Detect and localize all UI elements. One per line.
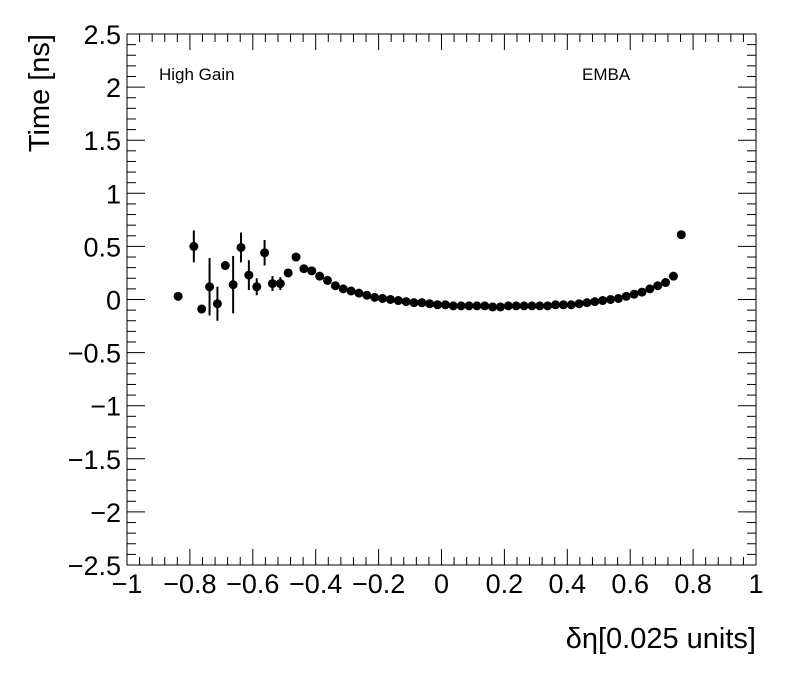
y-tick-label: 0 <box>106 286 121 316</box>
x-tick-label: 0.8 <box>674 569 712 599</box>
annotation-emba: EMBA <box>582 65 631 84</box>
data-point <box>645 284 655 294</box>
x-tick-label: −1 <box>112 569 143 599</box>
data-point <box>519 301 529 311</box>
data-point <box>173 291 183 301</box>
data-point <box>495 302 505 312</box>
points-layer <box>173 230 686 321</box>
data-point <box>598 296 608 306</box>
data-point <box>283 268 293 278</box>
y-tick-label: −2 <box>90 498 121 528</box>
data-point <box>315 271 325 281</box>
y-axis-title: Time [ns] <box>24 34 56 152</box>
data-point <box>535 301 545 311</box>
y-tick-label: 1.5 <box>83 126 121 156</box>
data-point <box>590 297 600 307</box>
data-point <box>220 261 230 271</box>
y-tick-label: −0.5 <box>68 339 121 369</box>
x-tick-label: 0.2 <box>486 569 524 599</box>
y-tick-label: −1.5 <box>68 445 121 475</box>
data-point <box>401 297 411 307</box>
data-point <box>338 284 348 294</box>
ticks-layer <box>126 33 757 566</box>
x-tick-label: 0.6 <box>611 569 649 599</box>
data-point <box>668 271 678 281</box>
data-point <box>527 301 537 311</box>
y-tick-label: −1 <box>90 392 121 422</box>
data-point <box>393 296 403 306</box>
data-point <box>676 230 686 240</box>
data-point <box>637 287 647 297</box>
data-point <box>456 301 466 311</box>
data-point <box>291 252 301 262</box>
x-tick-label: −0.4 <box>289 569 342 599</box>
data-point <box>236 242 246 252</box>
data-point <box>346 286 356 296</box>
data-point <box>370 292 380 302</box>
annotation-high-gain: High Gain <box>159 65 235 84</box>
data-point <box>425 299 435 309</box>
plot-frame <box>126 33 757 566</box>
data-point <box>385 295 395 304</box>
data-point <box>275 279 285 289</box>
data-point <box>252 282 262 292</box>
y-tick-label: −2.5 <box>68 551 121 581</box>
data-point <box>189 241 199 251</box>
x-tick-label: 0.4 <box>549 569 587 599</box>
data-point <box>299 264 309 274</box>
data-point <box>228 280 238 290</box>
x-tick-label: 1 <box>748 569 763 599</box>
data-point <box>606 295 616 304</box>
x-tick-label: 0 <box>434 569 449 599</box>
x-axis-title: δη[0.025 units] <box>566 623 756 655</box>
tick-labels-layer: −1 −0.8 −0.6 −0.4 −0.2 0 0.2 0.4 0.6 0.8 1 −2.5 −2 −1… <box>68 20 764 599</box>
data-point <box>543 301 553 311</box>
data-point <box>629 289 639 299</box>
data-point <box>212 299 222 309</box>
data-point <box>330 281 340 291</box>
data-point <box>503 301 513 311</box>
x-tick-label: −0.8 <box>163 569 216 599</box>
data-point <box>558 300 568 310</box>
data-point <box>197 304 207 314</box>
data-point <box>480 301 490 311</box>
y-tick-label: 2.5 <box>83 20 121 50</box>
data-point <box>205 282 215 292</box>
data-point <box>472 301 482 311</box>
data-point <box>574 299 584 309</box>
data-point <box>307 266 317 276</box>
data-point <box>653 281 663 291</box>
y-tick-label: 0.5 <box>83 232 121 262</box>
data-point <box>378 293 388 303</box>
data-point <box>267 279 277 289</box>
y-tick-label: 1 <box>106 179 121 209</box>
data-point <box>354 288 364 298</box>
data-point <box>511 301 521 311</box>
data-point <box>440 300 450 310</box>
data-point <box>244 270 254 280</box>
data-point <box>260 248 270 258</box>
data-point <box>322 275 332 285</box>
data-point <box>582 298 592 308</box>
data-point <box>613 293 623 303</box>
data-point <box>433 300 443 310</box>
data-point <box>566 300 576 310</box>
y-tick-label: 2 <box>106 73 121 103</box>
data-point <box>464 301 474 311</box>
data-point <box>551 300 561 310</box>
x-tick-label: −0.2 <box>352 569 405 599</box>
data-point <box>661 278 671 288</box>
data-point <box>621 291 631 301</box>
data-point <box>488 302 498 312</box>
data-point <box>417 298 427 308</box>
data-point <box>448 301 458 311</box>
data-point <box>362 290 372 300</box>
x-tick-label: −0.6 <box>226 569 279 599</box>
data-point <box>409 298 419 308</box>
